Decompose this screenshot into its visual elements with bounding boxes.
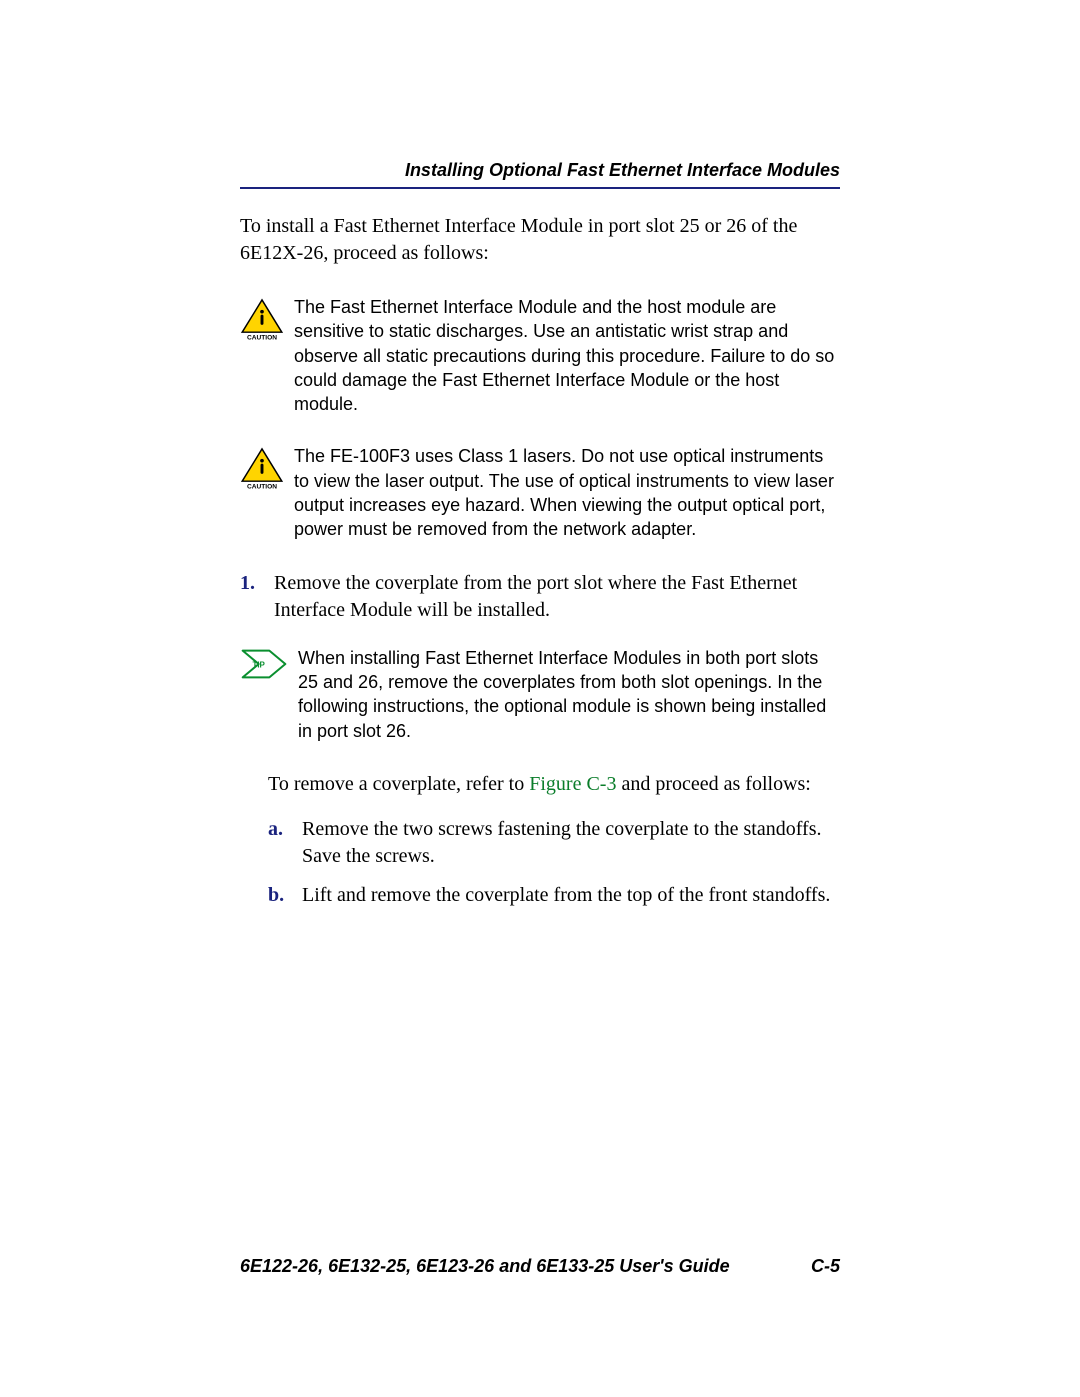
footer-title: 6E122-26, 6E132-25, 6E123-26 and 6E133-2… xyxy=(240,1256,730,1277)
svg-text:TIP: TIP xyxy=(252,660,265,669)
running-header: Installing Optional Fast Ethernet Interf… xyxy=(240,160,840,181)
page-footer: 6E122-26, 6E132-25, 6E123-26 and 6E133-2… xyxy=(240,1256,840,1277)
substep-text: Lift and remove the coverplate from the … xyxy=(302,882,830,909)
substep-letter: b. xyxy=(268,882,290,909)
step-1: 1. Remove the coverplate from the port s… xyxy=(240,570,840,624)
svg-text:CAUTION: CAUTION xyxy=(247,484,277,490)
substep-b: b. Lift and remove the coverplate from t… xyxy=(268,882,840,909)
caution-icon: CAUTION xyxy=(240,446,284,490)
caution-icon: CAUTION xyxy=(240,297,284,341)
figure-reference-link[interactable]: Figure C-3 xyxy=(529,773,616,795)
tip-icon: TIP xyxy=(240,648,288,680)
substep-text: Remove the two screws fastening the cove… xyxy=(302,816,840,870)
substep-letter: a. xyxy=(268,816,290,870)
caution-text-2: The FE-100F3 uses Class 1 lasers. Do not… xyxy=(294,444,840,541)
step-text: Remove the coverplate from the port slot… xyxy=(274,570,840,624)
svg-text:CAUTION: CAUTION xyxy=(247,335,277,341)
tip-block: TIP When installing Fast Ethernet Interf… xyxy=(240,646,840,743)
substeps-intro-pre: To remove a coverplate, refer to xyxy=(268,773,529,795)
substeps-intro-post: and proceed as follows: xyxy=(616,773,810,795)
step-number: 1. xyxy=(240,570,262,624)
substeps-list: a. Remove the two screws fastening the c… xyxy=(268,816,840,909)
caution-text-1: The Fast Ethernet Interface Module and t… xyxy=(294,295,840,416)
caution-block-1: CAUTION The Fast Ethernet Interface Modu… xyxy=(240,295,840,416)
substep-a: a. Remove the two screws fastening the c… xyxy=(268,816,840,870)
steps-list: 1. Remove the coverplate from the port s… xyxy=(240,570,840,624)
caution-block-2: CAUTION The FE-100F3 uses Class 1 lasers… xyxy=(240,444,840,541)
substeps-intro: To remove a coverplate, refer to Figure … xyxy=(268,771,840,798)
page-number: C-5 xyxy=(811,1256,840,1277)
intro-paragraph: To install a Fast Ethernet Interface Mod… xyxy=(240,213,840,267)
tip-text: When installing Fast Ethernet Interface … xyxy=(298,646,840,743)
header-rule xyxy=(240,187,840,189)
